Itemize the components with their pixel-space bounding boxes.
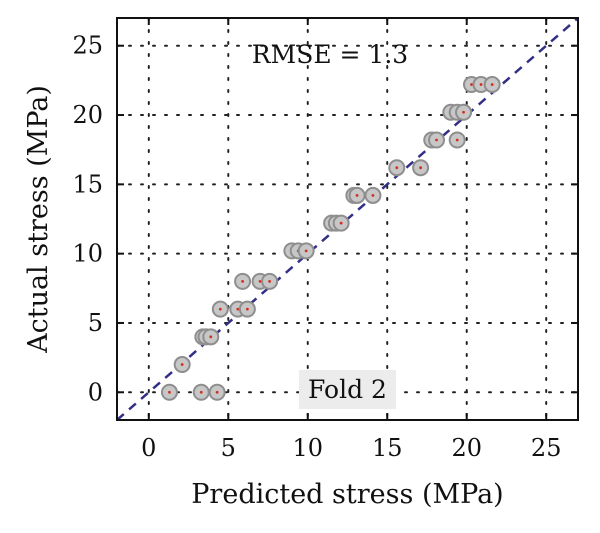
data-point [238,300,256,318]
x-tick-label: 25 [531,434,562,462]
data-point-center [339,221,343,225]
fold-label-background [299,370,396,409]
y-axis-label: Actual stress (MPa) [23,85,54,354]
data-point-center [462,110,465,114]
data-point-center [180,363,184,366]
x-axis-label: Predicted stress (MPa) [191,479,503,510]
data-point [211,300,229,318]
data-point [202,328,220,346]
x-tick-label: 15 [372,434,403,462]
data-point-center [355,194,359,197]
data-point-center [199,390,203,394]
data-point-center [455,138,459,142]
data-point [348,186,366,204]
data-point [192,383,210,401]
data-point [388,159,406,177]
data-points [160,76,501,401]
data-point [428,131,446,149]
data-point-center [470,83,473,86]
x-tick-label: 10 [292,434,323,462]
x-tick-label: 20 [451,434,482,462]
data-point [261,272,279,290]
y-tick-label: 25 [72,32,103,60]
x-tick-label: 5 [221,434,236,462]
data-point-center [241,279,244,283]
data-point [173,356,191,374]
data-point-center [245,307,249,311]
data-point-center [479,83,483,86]
data-point [332,214,350,232]
data-point-center [258,279,262,283]
data-point-center [168,390,171,394]
data-point [483,76,501,94]
data-point [364,186,382,204]
data-point [412,159,430,177]
data-point-center [218,307,222,311]
data-point [448,131,466,149]
data-point [234,272,252,290]
data-point-center [395,166,399,170]
data-point-center [268,279,272,283]
y-tick-label: 0 [88,378,103,406]
data-point [208,383,226,401]
x-tick-label: 0 [141,434,156,462]
data-point-center [419,166,423,170]
data-point-center [236,307,240,311]
y-tick-label: 15 [72,170,103,198]
y-tick-label: 20 [72,101,103,129]
data-point [455,103,473,121]
data-point-center [304,249,308,253]
y-tick-label: 10 [72,240,103,268]
data-point [160,383,178,401]
data-point [297,242,315,260]
axis-ticks: 0 5 10 15 20 25 0 5 10 15 20 25 [72,18,578,462]
data-point-center [209,335,213,339]
data-point-center [215,390,219,394]
data-point-center [490,83,494,86]
annotations: RMSE = 1.3 Fold 2 [252,40,408,409]
plot-frame [116,17,579,421]
y-tick-label: 5 [88,309,103,337]
data-point-center [371,194,375,197]
rmse-annotation: RMSE = 1.3 [252,40,408,69]
data-point-center [435,138,438,142]
fold-label: Fold 2 [308,375,387,404]
